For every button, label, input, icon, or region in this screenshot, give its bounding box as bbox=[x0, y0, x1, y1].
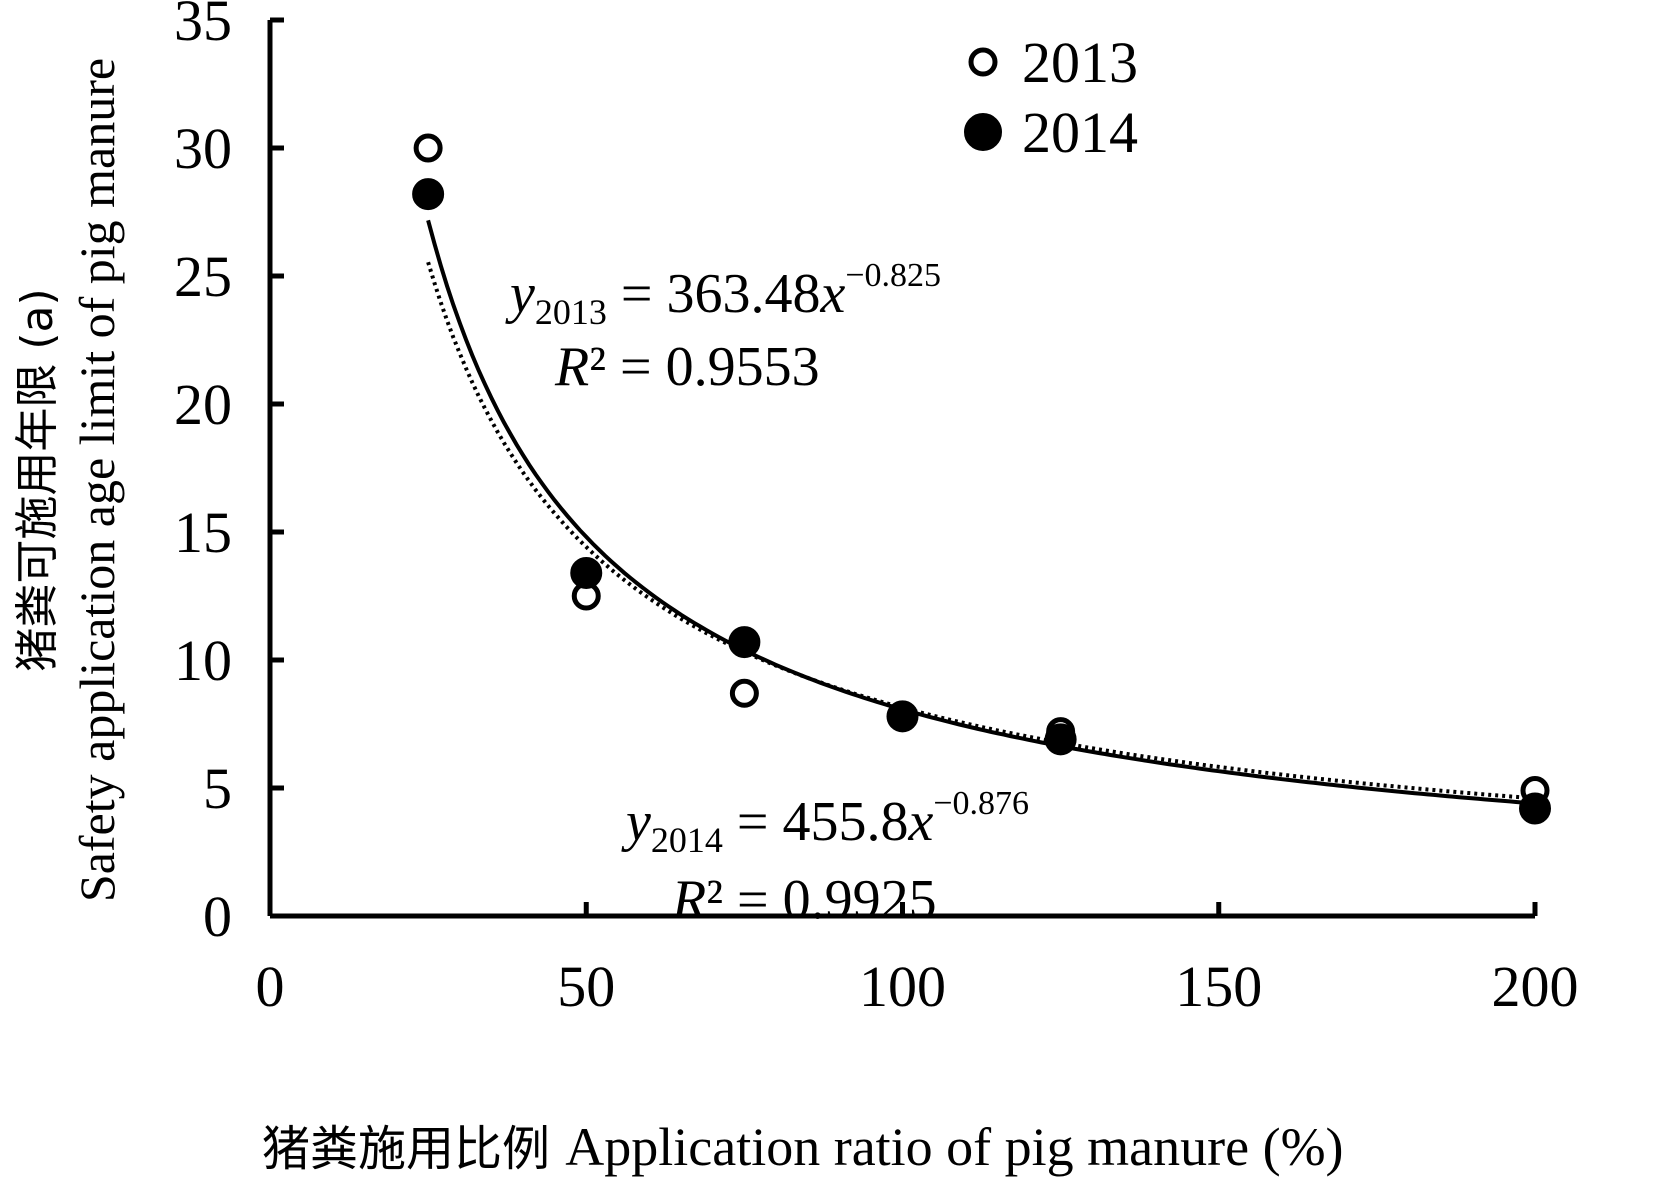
y-axis-title-en-group: Safety application age limit of pig manu… bbox=[69, 58, 125, 902]
data-points bbox=[412, 133, 1551, 825]
x-tick-label: 150 bbox=[1175, 954, 1262, 1019]
fit-curves bbox=[426, 219, 1536, 806]
svg-text:R² = 0.9925: R² = 0.9925 bbox=[671, 869, 937, 931]
y-tick-label: 30 bbox=[174, 116, 232, 181]
equation-2014: y2014 = 455.8x−0.876 R² = 0.9925 bbox=[621, 785, 1029, 931]
fit-curve-2014 bbox=[426, 219, 1536, 806]
y-tick-label: 10 bbox=[174, 628, 232, 693]
eq-2013-rhs: = 363.48 bbox=[607, 263, 821, 325]
legend-label-2013: 2013 bbox=[1022, 30, 1138, 95]
eq-2014-var: y bbox=[621, 791, 651, 853]
y-tick-label: 0 bbox=[203, 884, 232, 949]
x-axis-title-cn: 猪粪施用比例 bbox=[262, 1121, 550, 1177]
x-tick-label: 0 bbox=[256, 954, 285, 1019]
point-2013 bbox=[729, 678, 759, 708]
eq-2014-r2: ² = 0.9925 bbox=[706, 869, 936, 931]
eq-2014-x: x bbox=[907, 791, 933, 853]
y-axis-title-en: Safety application age limit of pig manu… bbox=[69, 58, 125, 902]
x-tick-label: 200 bbox=[1492, 954, 1579, 1019]
y-tick-label: 20 bbox=[174, 372, 232, 437]
ticks: 0 50 100 150 200 0 5 10 15 20 25 30 35 bbox=[174, 0, 1579, 1019]
eq-2013-var: y bbox=[505, 263, 535, 325]
eq-2014-r2-var: R bbox=[671, 869, 706, 931]
point-2014 bbox=[1519, 792, 1551, 825]
legend-marker-2013 bbox=[968, 47, 998, 77]
x-axis-title: 猪粪施用比例 Application ratio of pig manure (… bbox=[262, 1117, 1344, 1177]
svg-text:R² = 0.9553: R² = 0.9553 bbox=[554, 336, 820, 398]
y-tick-label: 5 bbox=[203, 756, 232, 821]
svg-text:y2013 = 363.48x−0.825: y2013 = 363.48x−0.825 bbox=[505, 257, 941, 332]
point-2014 bbox=[886, 700, 919, 733]
axes bbox=[267, 20, 1535, 919]
eq-2013-r2-var: R bbox=[554, 336, 589, 398]
point-2014 bbox=[1044, 723, 1077, 756]
y-tick-label: 25 bbox=[174, 244, 232, 309]
eq-2014-rhs: = 455.8 bbox=[723, 791, 909, 853]
equation-2013: y2013 = 363.48x−0.825 R² = 0.9553 bbox=[505, 257, 941, 398]
point-2014 bbox=[728, 626, 761, 659]
x-tick-label: 100 bbox=[859, 954, 946, 1019]
eq-2013-r2: ² = 0.9553 bbox=[589, 336, 819, 398]
legend-label-2014: 2014 bbox=[1022, 100, 1138, 165]
point-2014 bbox=[412, 178, 445, 211]
y-tick-label: 35 bbox=[174, 0, 232, 53]
legend-marker-2014 bbox=[964, 113, 1002, 151]
y-tick-label: 15 bbox=[174, 500, 232, 565]
fit-curve-2013 bbox=[426, 261, 1536, 801]
x-axis-title-en: Application ratio of pig manure (%) bbox=[565, 1117, 1343, 1177]
eq-2013-sub: 2013 bbox=[535, 292, 607, 332]
x-tick-label: 50 bbox=[557, 954, 615, 1019]
eq-2013-x: x bbox=[819, 263, 845, 325]
y-axis-title-cn-group: 猪粪可施用年限 (a) bbox=[12, 288, 63, 671]
svg-text:y2014 = 455.8x−0.876: y2014 = 455.8x−0.876 bbox=[621, 785, 1029, 860]
point-2013 bbox=[413, 133, 443, 163]
y-axis-title-cn: 猪粪可施用年限 (a) bbox=[12, 288, 63, 671]
eq-2013-exp: −0.825 bbox=[845, 257, 941, 294]
eq-2014-sub: 2014 bbox=[651, 820, 723, 860]
eq-2014-exp: −0.876 bbox=[933, 785, 1029, 822]
point-2014 bbox=[570, 556, 603, 589]
